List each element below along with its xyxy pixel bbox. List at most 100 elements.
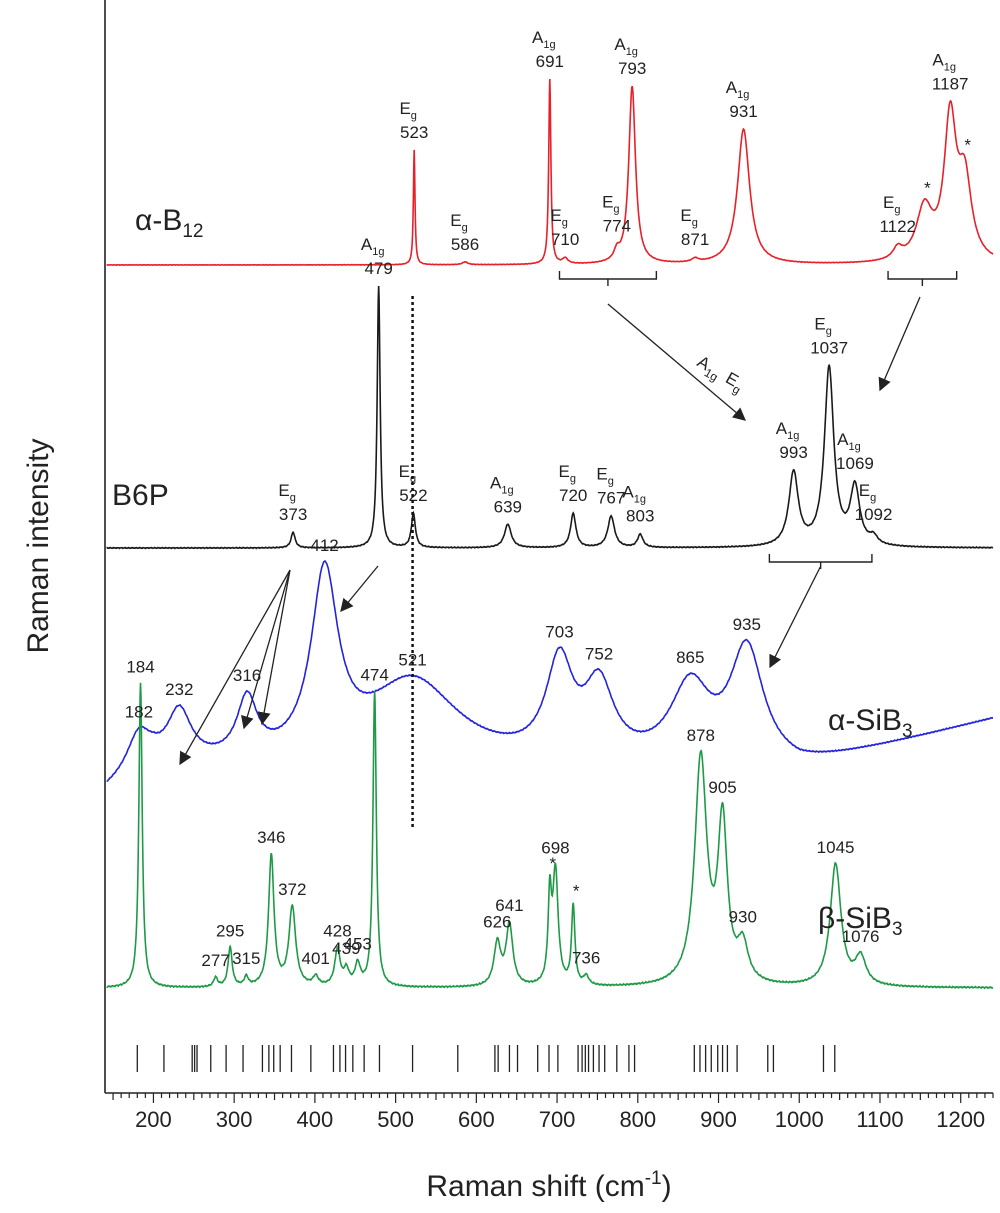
peak-value-label: 401	[302, 949, 330, 968]
peak-value-label: 1069	[836, 454, 874, 473]
x-tick-label: 1200	[936, 1107, 985, 1132]
peak-star-mark: *	[924, 178, 931, 197]
assignment-arrow-7	[257, 569, 291, 726]
peak-value-label: 691	[536, 52, 564, 71]
peak-value-label: 752	[585, 644, 613, 663]
peak-value-label: 346	[257, 828, 285, 847]
peak-star-mark: *	[549, 854, 556, 873]
x-tick-label: 1000	[775, 1107, 824, 1132]
x-tick-label: 600	[458, 1107, 495, 1132]
peak-value-label: 793	[618, 59, 646, 78]
series-label-3: α-SiB3	[828, 704, 913, 742]
x-tick-label: 700	[539, 1107, 576, 1132]
peak-value-label: 428	[323, 922, 351, 941]
peak-value-label: 232	[165, 680, 193, 699]
spectrum-1-line	[106, 78, 994, 267]
peak-value-label: 703	[545, 623, 573, 642]
peak-value-label: 930	[729, 907, 757, 926]
peak-value-label: 905	[708, 778, 736, 797]
peak-value-label: 736	[572, 949, 600, 968]
peak-value-label: 803	[626, 507, 654, 526]
peak-value-label: 277	[201, 951, 229, 970]
series-label-1: α-B12	[135, 204, 203, 242]
assignment-arrow-6	[241, 569, 291, 730]
peak-symmetry-label: Eg	[399, 99, 416, 122]
reference-ticks-group	[136, 1045, 836, 1072]
peak-value-label: 871	[681, 230, 709, 249]
peak-value-label: 1037	[810, 338, 848, 357]
peak-symmetry-label: Eg	[883, 193, 900, 216]
series-label-2: B6P	[112, 479, 169, 512]
spectrum-4-line	[106, 682, 994, 990]
peak-value-label: 698	[541, 839, 569, 858]
peak-star-mark: *	[573, 882, 580, 901]
peak-value-label: 586	[451, 235, 479, 254]
peak-value-label: 710	[551, 230, 579, 249]
arrow-annotation-text: A1g Eg	[692, 352, 747, 397]
y-axis-title: Raman intensity	[22, 438, 55, 653]
peak-value-label: 720	[559, 486, 587, 505]
x-tick-label: 300	[216, 1107, 253, 1132]
peak-value-label: 993	[779, 443, 807, 462]
peak-value-label: 1045	[817, 838, 855, 857]
peak-value-label: 767	[597, 489, 625, 508]
peak-value-label: 641	[495, 896, 523, 915]
peak-symmetry-label: A1g	[532, 28, 556, 51]
peak-symmetry-label: A1g	[490, 473, 514, 496]
peak-value-label: 453	[343, 934, 371, 953]
peak-symmetry-label: A1g	[726, 78, 750, 101]
spectrum-3-line	[106, 560, 994, 783]
peak-value-label: 479	[364, 259, 392, 278]
spectra-group	[106, 78, 994, 990]
peak-symmetry-label: Eg	[859, 481, 876, 504]
peak-value-label: 295	[216, 921, 244, 940]
assignment-arrow-5	[179, 569, 291, 766]
peak-value-label: 639	[494, 497, 522, 516]
x-tick-label: 800	[619, 1107, 656, 1132]
peak-value-label: 931	[729, 102, 757, 121]
x-tick-label: 1100	[856, 1107, 903, 1132]
peak-value-label: 865	[676, 648, 704, 667]
axes-group: 200 300 400 500 600 700 800 900 1000 1100 1200 Rama…	[22, 0, 994, 1203]
peak-value-label: 412	[310, 536, 338, 555]
peak-symmetry-label: Eg	[450, 211, 467, 234]
peak-symmetry-label: A1g	[622, 483, 646, 506]
assignment-arrow-3	[769, 566, 821, 669]
x-tick-label: 200	[135, 1107, 172, 1132]
peak-star-mark: *	[964, 136, 971, 155]
peak-value-label: 474	[360, 665, 388, 684]
peak-value-label: 182	[125, 702, 153, 721]
peak-value-label: 1187	[932, 74, 969, 93]
series-label-4: β-SiB3	[818, 902, 903, 940]
peak-symmetry-label: A1g	[614, 35, 638, 58]
x-axis-title: Raman shift (cm-1)	[426, 1168, 671, 1203]
peak-value-label: 373	[279, 505, 307, 524]
peak-symmetry-label: Eg	[602, 193, 619, 216]
peak-value-label: 1092	[855, 505, 893, 524]
peak-symmetry-label: A1g	[837, 430, 861, 453]
peak-symmetry-label: A1g	[776, 419, 800, 442]
peak-symmetry-label: Eg	[278, 481, 295, 504]
assignment-arrow-2	[878, 296, 921, 392]
group-bracket-1	[558, 271, 658, 286]
peak-value-label: 774	[603, 217, 631, 236]
peak-value-label: 626	[483, 913, 511, 932]
peak-symmetry-label: Eg	[596, 465, 613, 488]
x-tick-label: 900	[700, 1107, 737, 1132]
peak-value-label: 184	[126, 658, 154, 677]
peak-symmetry-label: Eg	[558, 462, 575, 485]
peak-symmetry-label: Eg	[814, 314, 831, 337]
peak-symmetry-label: Eg	[680, 206, 697, 229]
x-tick-label: 500	[377, 1107, 414, 1132]
peak-value-label: 316	[233, 666, 261, 685]
spectrum-2-line	[106, 286, 994, 550]
peak-value-label: 1076	[842, 927, 880, 946]
peak-value-label: 315	[232, 949, 260, 968]
peak-value-label: 523	[400, 123, 428, 142]
peak-value-label: 878	[687, 726, 715, 745]
peak-value-label: 521	[398, 651, 426, 670]
peak-symmetry-label: A1g	[361, 235, 385, 258]
x-tick-label: 400	[297, 1107, 334, 1132]
